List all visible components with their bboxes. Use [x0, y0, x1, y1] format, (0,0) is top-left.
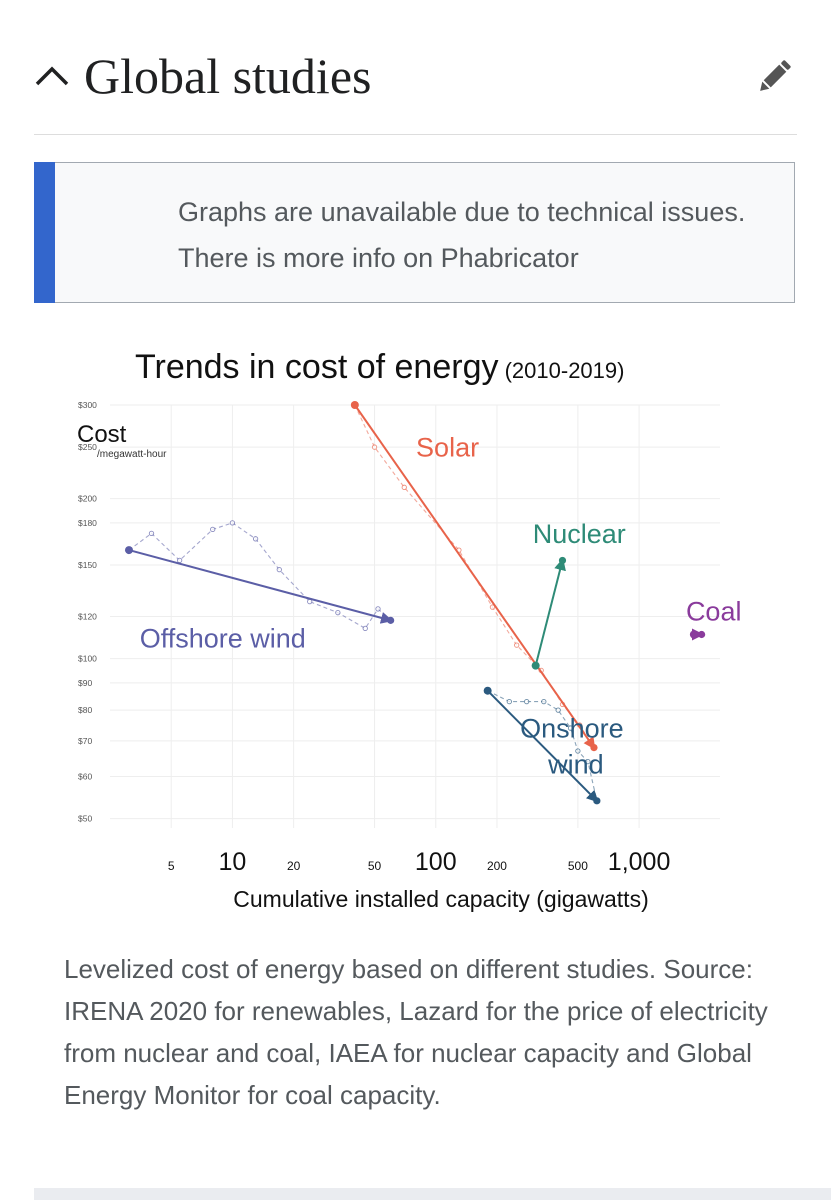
coal-label: Coal	[686, 596, 742, 626]
onshore-wind-yearly-point	[567, 725, 574, 731]
x-tick-label: 10	[219, 848, 247, 876]
offshore-wind-yearly-point	[148, 530, 155, 537]
onshore-wind-end-point	[593, 797, 601, 805]
chart-title: Trends in cost of energy (2010-2019)	[135, 348, 624, 386]
offshore-wind-end-point	[387, 616, 395, 624]
offshore-wind-yearly-line	[128, 522, 392, 630]
solar-yearly-point	[371, 444, 378, 450]
y-tick-label: $80	[78, 705, 92, 715]
onshore-wind-label: Onshore	[520, 714, 624, 744]
chevron-up-icon[interactable]	[34, 62, 70, 88]
offshore-wind-yearly-point	[210, 526, 216, 533]
x-tick-label: 50	[368, 859, 382, 873]
notice-accent-bar	[34, 162, 55, 303]
offshore-wind-yearly-point	[252, 536, 259, 542]
solar-trend-arrow	[354, 404, 596, 750]
y-tick-label: $300	[78, 400, 97, 410]
offshore-wind-yearly-point	[229, 520, 236, 526]
onshore-wind-yearly-point	[506, 698, 512, 705]
nuclear-trend-arrow	[534, 558, 566, 666]
y-axis-label: Cost	[77, 421, 127, 448]
section-header: Global studies	[34, 36, 797, 135]
offshore-wind-start-point	[124, 546, 133, 555]
offshore-wind-label: Offshore wind	[140, 623, 306, 653]
solar-yearly-point	[401, 484, 407, 490]
y-tick-label: $50	[78, 814, 92, 824]
x-tick-label: 500	[568, 859, 588, 873]
onshore-wind-yearly-point	[575, 748, 581, 754]
y-tick-label: $200	[78, 494, 97, 504]
coal-end-point	[698, 630, 706, 639]
x-axis-label: Cumulative installed capacity (gigawatts…	[233, 886, 648, 912]
x-tick-label: 5	[168, 859, 175, 873]
solar-start-point	[350, 401, 359, 409]
x-tick-label: 100	[415, 848, 457, 876]
y-tick-label: $90	[78, 678, 92, 688]
x-tick-label: 200	[487, 859, 507, 873]
pencil-icon[interactable]	[753, 54, 797, 98]
y-tick-label: $60	[78, 771, 92, 781]
x-tick-label: 20	[287, 859, 301, 873]
offshore-wind-yearly-point	[335, 610, 341, 616]
section-title: Global studies	[84, 48, 372, 104]
onshore-wind-label: wind	[547, 750, 604, 780]
coal-start-point	[689, 630, 698, 639]
offshore-wind-yearly-point	[362, 625, 368, 631]
solar-end-point	[590, 744, 598, 752]
y-tick-label: $180	[78, 518, 97, 528]
offshore-wind-yearly-point	[176, 557, 183, 564]
offshore-wind-trend-arrow	[128, 549, 393, 624]
notice-box: Graphs are unavailable due to technical …	[34, 162, 795, 303]
nuclear-label: Nuclear	[533, 519, 626, 549]
solar-yearly-point	[514, 642, 520, 648]
offshore-wind-yearly-point	[375, 606, 381, 612]
nuclear-end-point	[558, 556, 567, 565]
offshore-wind-yearly-point	[276, 567, 282, 573]
y-axis-unit: /megawatt-hour	[97, 449, 167, 460]
y-tick-label: $150	[78, 560, 97, 570]
solar-yearly-point	[489, 604, 496, 610]
onshore-wind-yearly-line	[487, 690, 598, 801]
figure-caption: Levelized cost of energy based on differ…	[64, 954, 768, 1110]
onshore-wind-yearly-point	[585, 758, 591, 765]
y-tick-label: $100	[78, 654, 97, 664]
onshore-wind-yearly-point	[555, 707, 561, 713]
solar-label: Solar	[416, 433, 479, 463]
y-tick-label: $250	[78, 442, 97, 452]
notice-text: Graphs are unavailable due to technical …	[178, 197, 746, 273]
energy-cost-chart: Trends in cost of energy (2010-2019) Cost…	[77, 348, 742, 912]
onshore-wind-trend-arrow	[486, 690, 599, 803]
nuclear-start-point	[531, 661, 540, 670]
bottom-strip	[34, 1188, 831, 1200]
chart-title-years: (2010-2019)	[498, 358, 624, 383]
onshore-wind-yearly-point	[541, 698, 547, 705]
x-tick-label: 1,000	[608, 848, 671, 876]
onshore-wind-start-point	[483, 686, 492, 695]
onshore-wind-yearly-point	[524, 698, 530, 705]
y-tick-label: $120	[78, 612, 97, 622]
y-tick-label: $70	[78, 736, 92, 746]
